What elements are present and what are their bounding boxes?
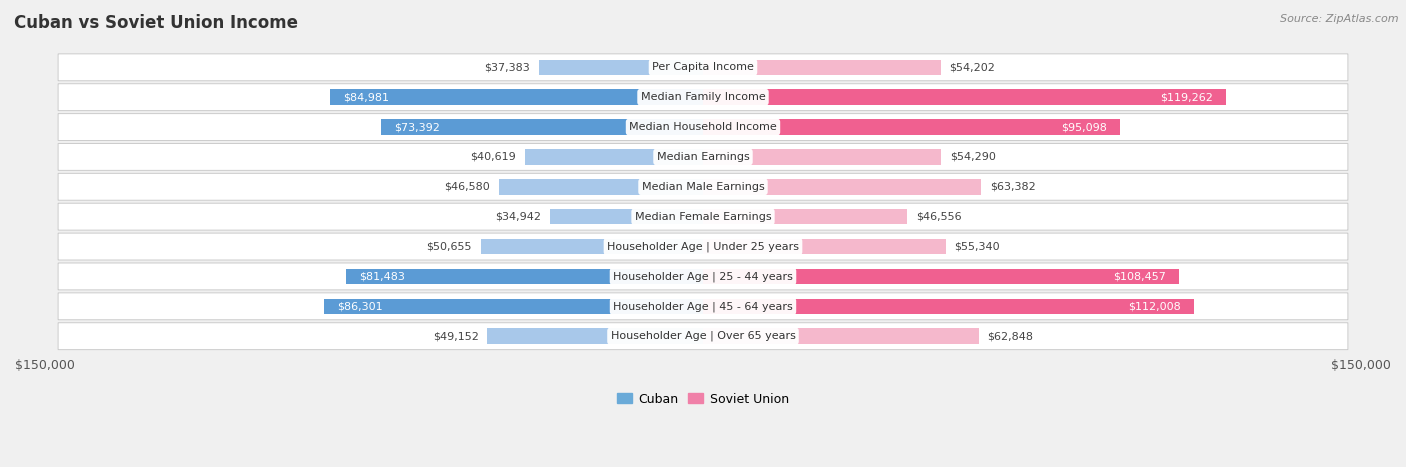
Bar [703,298,1194,314]
Text: Householder Age | 25 - 44 years: Householder Age | 25 - 44 years [613,271,793,282]
Bar [703,179,981,195]
Text: Cuban vs Soviet Union Income: Cuban vs Soviet Union Income [14,14,298,32]
Text: Per Capita Income: Per Capita Income [652,62,754,72]
Bar [381,119,703,135]
Text: Median Earnings: Median Earnings [657,152,749,162]
Bar [325,298,703,314]
Text: $34,942: $34,942 [495,212,541,222]
FancyBboxPatch shape [58,173,1348,200]
Bar [703,239,946,255]
Bar [499,179,703,195]
Text: $55,340: $55,340 [955,241,1000,252]
Legend: Cuban, Soviet Union: Cuban, Soviet Union [612,388,794,410]
Bar [703,269,1178,284]
Text: $95,098: $95,098 [1062,122,1107,132]
Text: $119,262: $119,262 [1160,92,1213,102]
FancyBboxPatch shape [58,203,1348,230]
Bar [524,149,703,165]
Bar [550,209,703,225]
Text: Median Female Earnings: Median Female Earnings [634,212,772,222]
Text: $62,848: $62,848 [987,331,1033,341]
Bar [703,59,941,75]
Text: $81,483: $81,483 [359,271,405,282]
Text: Householder Age | Under 25 years: Householder Age | Under 25 years [607,241,799,252]
Bar [330,89,703,105]
Text: Householder Age | Over 65 years: Householder Age | Over 65 years [610,331,796,341]
FancyBboxPatch shape [58,293,1348,320]
Text: Median Household Income: Median Household Income [628,122,778,132]
Text: $86,301: $86,301 [337,301,384,311]
Text: $37,383: $37,383 [485,62,530,72]
FancyBboxPatch shape [58,233,1348,260]
Text: $63,382: $63,382 [990,182,1036,192]
Text: $46,556: $46,556 [917,212,962,222]
Text: $108,457: $108,457 [1112,271,1166,282]
Text: $49,152: $49,152 [433,331,478,341]
Bar [488,328,703,344]
Text: $73,392: $73,392 [394,122,440,132]
FancyBboxPatch shape [58,54,1348,81]
Text: $40,619: $40,619 [470,152,516,162]
Bar [481,239,703,255]
Text: $112,008: $112,008 [1129,301,1181,311]
Bar [703,149,941,165]
Bar [538,59,703,75]
FancyBboxPatch shape [58,263,1348,290]
Text: $84,981: $84,981 [343,92,389,102]
Bar [703,89,1226,105]
FancyBboxPatch shape [58,113,1348,141]
Bar [346,269,703,284]
FancyBboxPatch shape [58,84,1348,111]
Bar [703,209,907,225]
Text: $54,202: $54,202 [949,62,995,72]
Text: $46,580: $46,580 [444,182,489,192]
Text: Median Male Earnings: Median Male Earnings [641,182,765,192]
Text: $54,290: $54,290 [950,152,995,162]
Text: Source: ZipAtlas.com: Source: ZipAtlas.com [1281,14,1399,24]
Bar [703,119,1121,135]
Bar [703,328,979,344]
Text: Householder Age | 45 - 64 years: Householder Age | 45 - 64 years [613,301,793,311]
FancyBboxPatch shape [58,143,1348,170]
Text: $50,655: $50,655 [426,241,472,252]
Text: Median Family Income: Median Family Income [641,92,765,102]
FancyBboxPatch shape [58,323,1348,350]
